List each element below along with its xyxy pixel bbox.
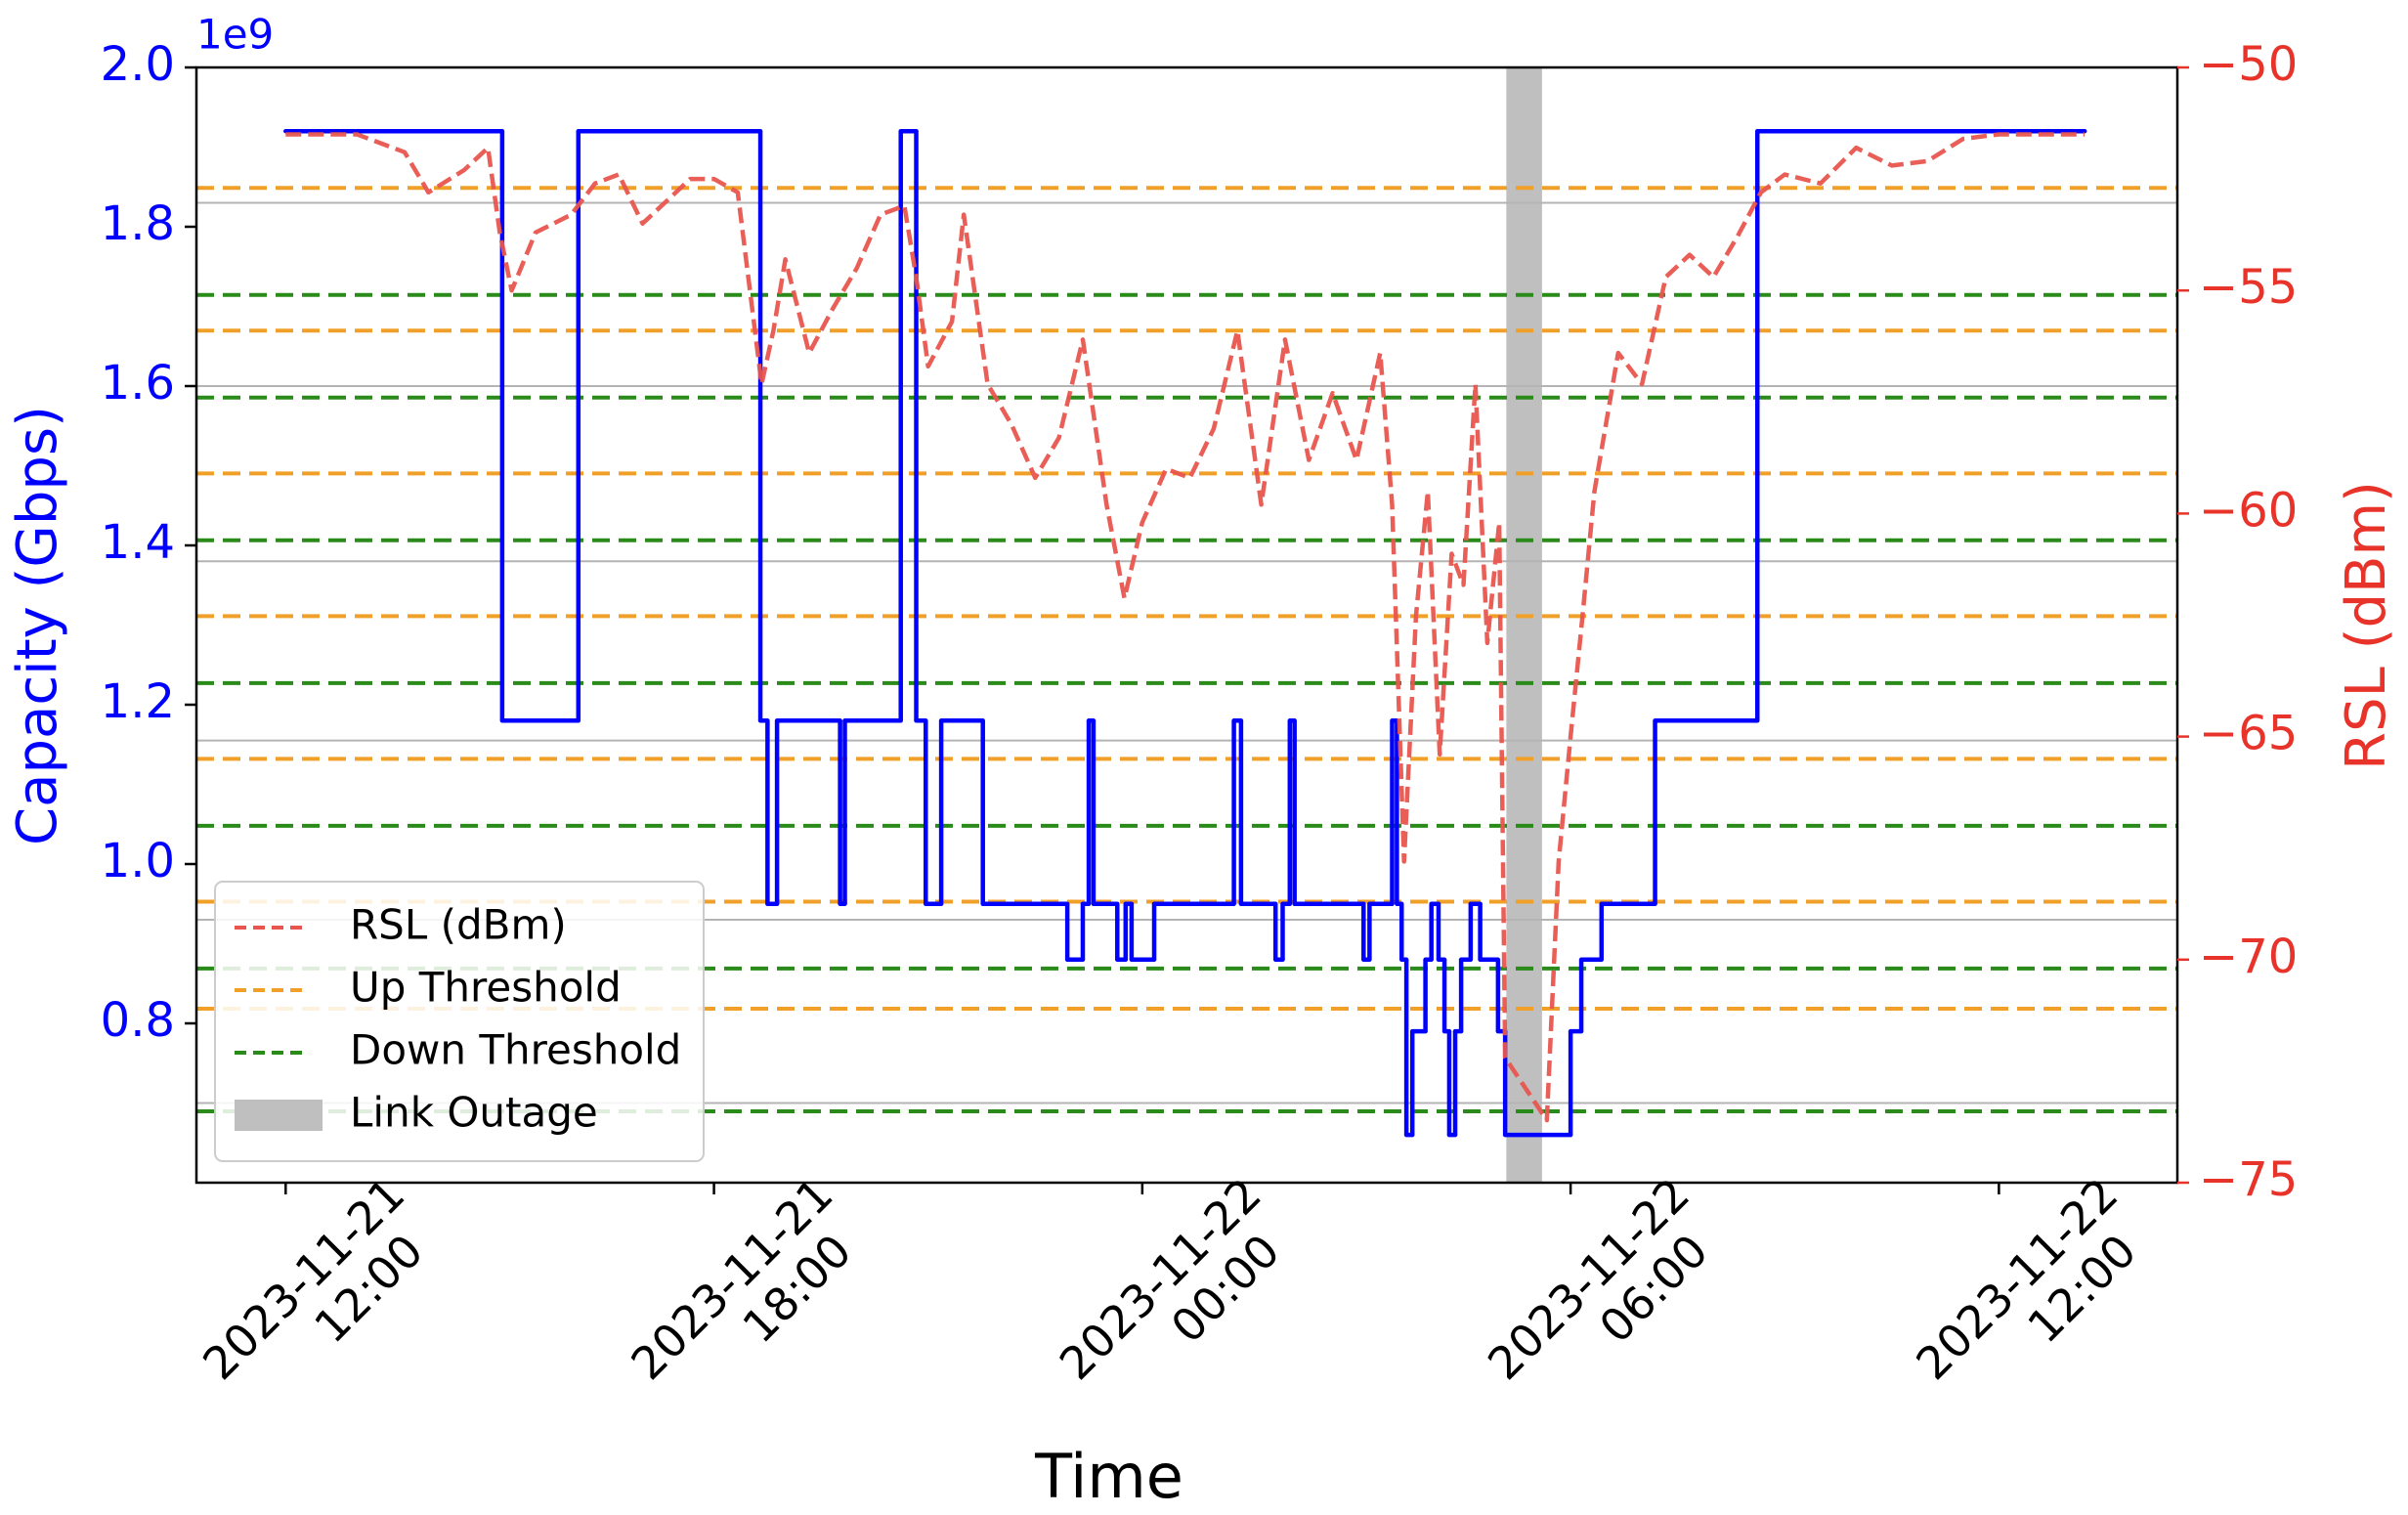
y2-tick-label: −70 <box>2199 930 2298 984</box>
legend-label: Down Threshold <box>350 1026 681 1074</box>
y-tick-label: 1.6 <box>101 356 175 411</box>
legend-label: Up Threshold <box>350 964 622 1012</box>
legend-swatch <box>235 1100 322 1131</box>
legend-label: RSL (dBm) <box>350 901 567 949</box>
y-tick-label: 1.8 <box>101 196 175 251</box>
y2-tick-label: −75 <box>2199 1152 2298 1207</box>
y-offset-label: 1e9 <box>196 11 274 59</box>
outage-span <box>1506 67 1542 1183</box>
legend-label: Link Outage <box>350 1089 598 1137</box>
x-axis-label: Time <box>1034 1441 1183 1512</box>
y-tick-label: 1.4 <box>101 515 175 570</box>
y-axis-label: Capacity (Gbps) <box>6 406 69 845</box>
legend-box <box>214 881 705 1162</box>
y2-tick-label: −55 <box>2199 260 2298 315</box>
rsl-line <box>285 132 2085 1123</box>
y2-axis-label: RSL (dBm) <box>2335 481 2398 770</box>
y2-tick-label: −50 <box>2199 37 2298 92</box>
y2-tick-label: −65 <box>2199 707 2298 761</box>
y-tick-label: 1.0 <box>101 834 175 888</box>
y2-tick-label: −60 <box>2199 483 2298 538</box>
plot-frame <box>194 65 2179 1185</box>
y-tick-label: 0.8 <box>101 993 175 1048</box>
y-tick-label: 1.2 <box>101 674 175 729</box>
y-tick-label: 2.0 <box>101 37 175 92</box>
